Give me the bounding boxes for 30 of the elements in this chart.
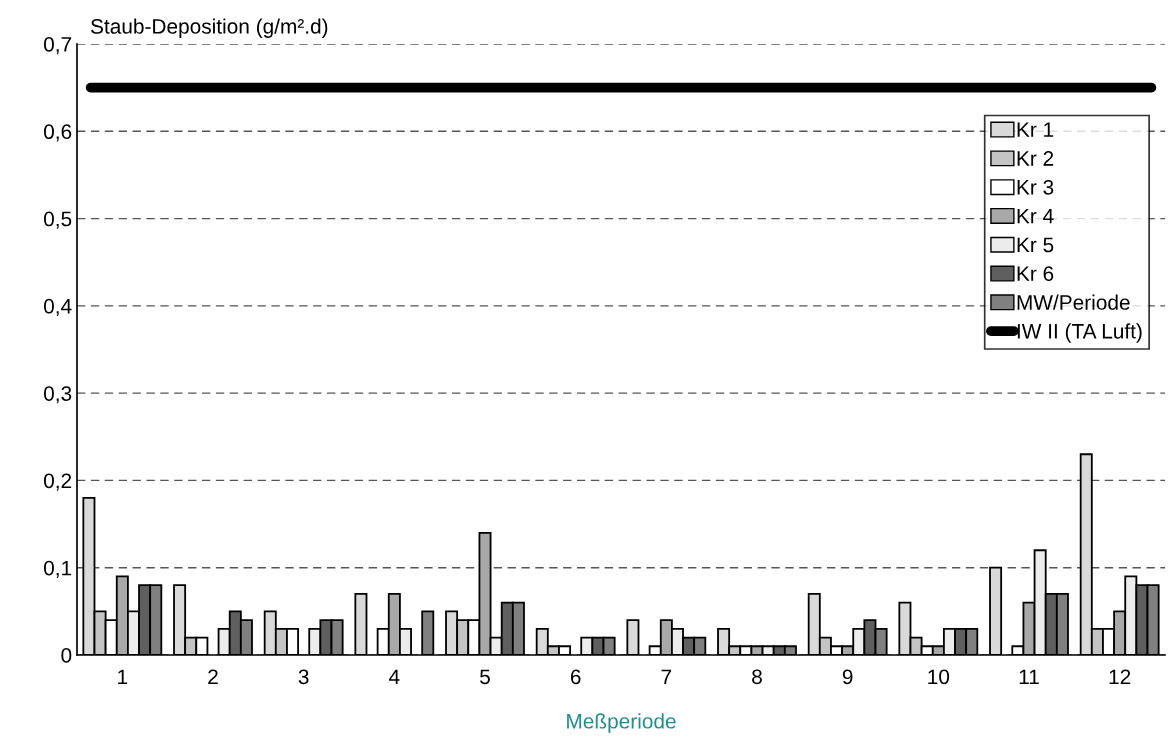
y-tick-label: 0,6	[43, 124, 72, 142]
legend-label: IW II (TA Luft)	[1017, 323, 1142, 343]
y-tick-label: 0,7	[43, 37, 72, 55]
x-tick-label: 6	[570, 669, 581, 685]
x-tick-label: 2	[208, 669, 218, 684]
x-tick-label: 9	[842, 669, 853, 685]
x-tick-label: 5	[480, 669, 490, 685]
legend-label: Kr 2	[1017, 151, 1054, 166]
x-tick-label: 3	[298, 669, 309, 685]
x-tick-label: 10	[928, 669, 950, 685]
legend-label: Kr 5	[1017, 237, 1054, 253]
legend-label: Kr 6	[1017, 266, 1054, 282]
x-tick-label: 8	[752, 669, 762, 685]
legend-label: Kr 4	[1017, 208, 1054, 224]
y-tick-label: 0,5	[43, 211, 72, 229]
legend-label: Kr 1	[1017, 122, 1054, 137]
y-tick-label: 0,4	[43, 298, 72, 317]
x-axis-title: Meßperiode	[567, 713, 676, 733]
x-tick-label: 4	[389, 669, 400, 684]
x-tick-label: 1	[118, 669, 128, 684]
y-tick-label: 0,1	[43, 560, 72, 578]
legend-label: Kr 3	[1017, 179, 1054, 195]
legend-label: MW/Periode	[1017, 294, 1130, 310]
x-tick-label: 11	[1019, 669, 1039, 684]
y-axis-title: Staub-Deposition (g/m².d)	[91, 18, 328, 38]
x-tick-label: 12	[1109, 669, 1131, 684]
x-tick-label: 7	[661, 669, 672, 684]
y-tick-label: 0,2	[43, 473, 72, 491]
y-tick-label: 0	[61, 648, 72, 663]
y-tick-label: 0,3	[43, 386, 72, 404]
